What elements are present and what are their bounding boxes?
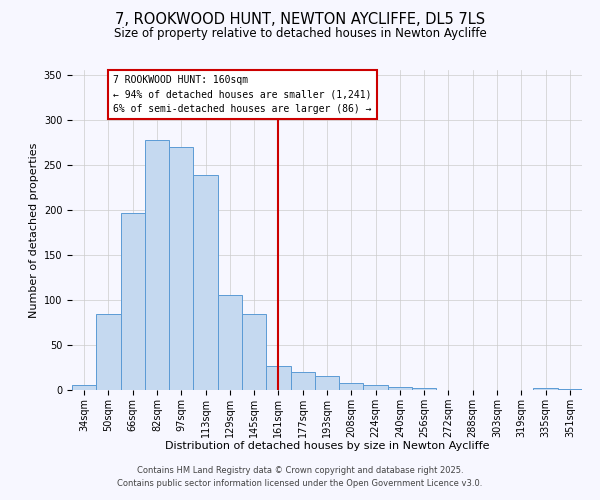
- Text: Size of property relative to detached houses in Newton Aycliffe: Size of property relative to detached ho…: [113, 28, 487, 40]
- Y-axis label: Number of detached properties: Number of detached properties: [29, 142, 40, 318]
- Bar: [72, 384, 96, 390]
- Bar: [388, 388, 412, 390]
- Bar: [558, 389, 582, 390]
- Bar: [339, 383, 364, 390]
- Bar: [121, 214, 145, 390]
- Bar: [169, 146, 193, 390]
- Bar: [412, 388, 436, 390]
- Bar: [242, 314, 266, 390]
- Text: 7, ROOKWOOD HUNT, NEWTON AYCLIFFE, DL5 7LS: 7, ROOKWOOD HUNT, NEWTON AYCLIFFE, DL5 7…: [115, 12, 485, 28]
- Text: 7 ROOKWOOD HUNT: 160sqm
← 94% of detached houses are smaller (1,241)
6% of semi-: 7 ROOKWOOD HUNT: 160sqm ← 94% of detache…: [113, 74, 372, 114]
- Bar: [145, 140, 169, 390]
- X-axis label: Distribution of detached houses by size in Newton Aycliffe: Distribution of detached houses by size …: [165, 442, 489, 452]
- Bar: [96, 314, 121, 390]
- Bar: [193, 176, 218, 390]
- Bar: [218, 296, 242, 390]
- Bar: [364, 384, 388, 390]
- Bar: [315, 376, 339, 390]
- Bar: [266, 366, 290, 390]
- Text: Contains HM Land Registry data © Crown copyright and database right 2025.
Contai: Contains HM Land Registry data © Crown c…: [118, 466, 482, 487]
- Bar: [290, 372, 315, 390]
- Bar: [533, 388, 558, 390]
